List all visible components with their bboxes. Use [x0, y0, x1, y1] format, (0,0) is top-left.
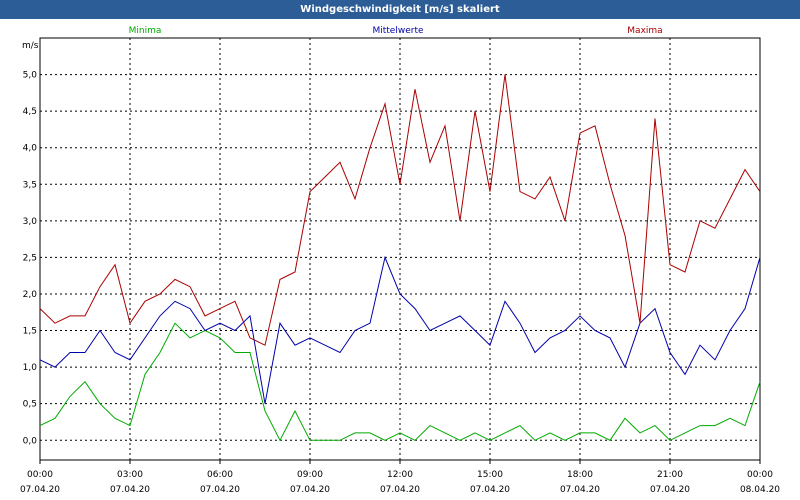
x-tick-time: 15:00: [477, 470, 503, 480]
legend-entry: Mittelwerte: [372, 26, 423, 36]
x-tick-time: 03:00: [117, 470, 143, 480]
y-tick-label: 2,5: [23, 253, 37, 263]
x-tick-time: 00:00: [747, 470, 773, 480]
x-tick-date: 07.04.20: [110, 485, 150, 495]
series-line-minima: [39, 322, 761, 442]
grid: [40, 38, 760, 460]
x-tick-time: 06:00: [207, 470, 233, 480]
legend: Minima Mittelwerte Maxima: [129, 26, 663, 36]
legend-entry: Maxima: [627, 26, 662, 36]
x-tick-date: 08.04.20: [740, 485, 780, 495]
x-tick-date: 07.04.20: [200, 485, 240, 495]
x-tick-date: 07.04.20: [650, 485, 690, 495]
window-title: Windgeschwindigkeit [m/s] skaliert: [0, 0, 800, 19]
y-tick-label: 4,5: [23, 107, 37, 117]
x-axis: 00:00 07.04.20 03:00 07.04.20 06:00 07.04.20 0…: [20, 460, 780, 495]
x-tick-time: 21:00: [657, 470, 683, 480]
x-tick-date: 07.04.20: [20, 485, 60, 495]
x-tick-date: 07.04.20: [560, 485, 600, 495]
y-tick-label: 4,0: [23, 144, 38, 154]
y-tick-label: 0,5: [23, 400, 37, 410]
x-tick-date: 07.04.20: [470, 485, 510, 495]
y-tick-label: 0,0: [23, 436, 38, 446]
y-axis: 0,0 0,5 1,0 1,5 2,0 2,5 3,0 3,5 4,0 4,5 5,0: [23, 71, 38, 447]
y-tick-label: 3,5: [23, 180, 37, 190]
y-axis-label: m/s: [22, 41, 39, 51]
series-line-maxima: [39, 74, 761, 346]
y-tick-label: 3,0: [23, 217, 38, 227]
x-tick-time: 00:00: [27, 470, 53, 480]
legend-entry: Minima: [129, 26, 162, 36]
x-tick-date: 07.04.20: [380, 485, 420, 495]
y-tick-label: 1,5: [23, 327, 37, 337]
y-tick-label: 5,0: [23, 71, 38, 81]
x-tick-date: 07.04.20: [290, 485, 330, 495]
series-lines: [39, 74, 761, 442]
x-tick-time: 12:00: [387, 470, 413, 480]
x-tick-time: 09:00: [297, 470, 323, 480]
y-tick-label: 1,0: [23, 363, 38, 373]
x-tick-time: 18:00: [567, 470, 593, 480]
y-tick-label: 2,0: [23, 290, 38, 300]
